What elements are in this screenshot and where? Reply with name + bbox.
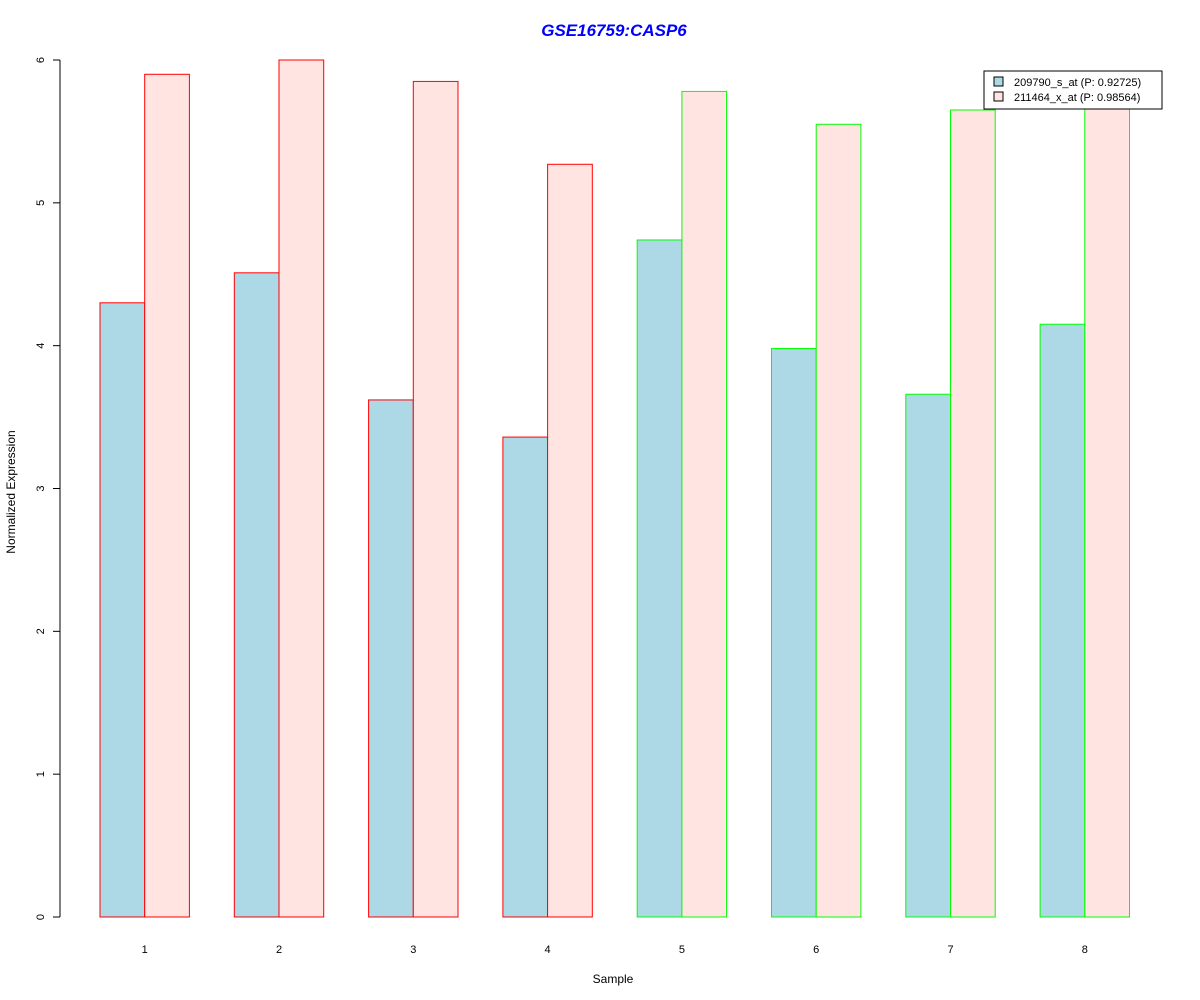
bar-sample-1-series-1	[99, 302, 146, 918]
bar-sample-3-series-1	[368, 399, 414, 918]
y-axis-label: Normalized Expression	[4, 430, 18, 553]
y-tick-label: 0	[35, 914, 47, 920]
x-tick-label: 3	[410, 944, 416, 956]
bar-sample-7-series-2	[950, 109, 996, 918]
bar-sample-1-series-2	[144, 73, 190, 918]
bar-sample-4-series-2	[547, 163, 593, 918]
bar-sample-2-series-1	[233, 272, 280, 918]
bar-sample-4-series-1	[502, 436, 549, 918]
legend-box	[983, 70, 1163, 110]
x-tick-label: 7	[947, 944, 953, 956]
bars	[99, 59, 1131, 918]
bar-sample-5-series-1	[636, 239, 683, 918]
x-tick-label: 1	[142, 944, 148, 956]
x-axis-label: Sample	[593, 972, 634, 986]
legend-label: 209790_s_at (P: 0.92725)	[1014, 77, 1141, 89]
x-axis: 1 2 3 4 5 6 7 8	[142, 944, 1088, 956]
x-tick-label: 6	[813, 944, 819, 956]
chart-title: GSE16759:CASP6	[541, 21, 687, 40]
y-tick-label: 1	[35, 771, 47, 777]
x-tick-label: 5	[679, 944, 685, 956]
bar-sample-6-series-1	[771, 348, 817, 918]
y-tick-label: 6	[35, 57, 47, 63]
bar-sample-8-series-2	[1084, 93, 1131, 918]
bar-sample-6-series-2	[815, 123, 862, 918]
y-tick-label: 4	[35, 343, 47, 349]
y-tick-label: 5	[35, 200, 47, 206]
y-tick-label: 3	[35, 485, 47, 491]
y-tick-label: 2	[35, 628, 47, 634]
bar-sample-7-series-1	[905, 393, 951, 918]
legend-label: 211464_x_at (P: 0.98564)	[1014, 92, 1140, 104]
x-tick-label: 2	[276, 944, 282, 956]
legend: 209790_s_at (P: 0.92725) 211464_x_at (P: …	[983, 70, 1163, 110]
bar-sample-5-series-2	[681, 90, 728, 918]
bar-sample-2-series-2	[278, 59, 325, 918]
y-axis: 0 1 2 3 4 5 6	[35, 57, 61, 920]
legend-swatch	[993, 91, 1004, 102]
bar-sample-3-series-2	[412, 80, 459, 918]
bar-sample-8-series-1	[1039, 323, 1086, 918]
x-tick-label: 4	[545, 944, 551, 956]
legend-swatch	[993, 76, 1004, 87]
x-tick-label: 8	[1082, 944, 1088, 956]
